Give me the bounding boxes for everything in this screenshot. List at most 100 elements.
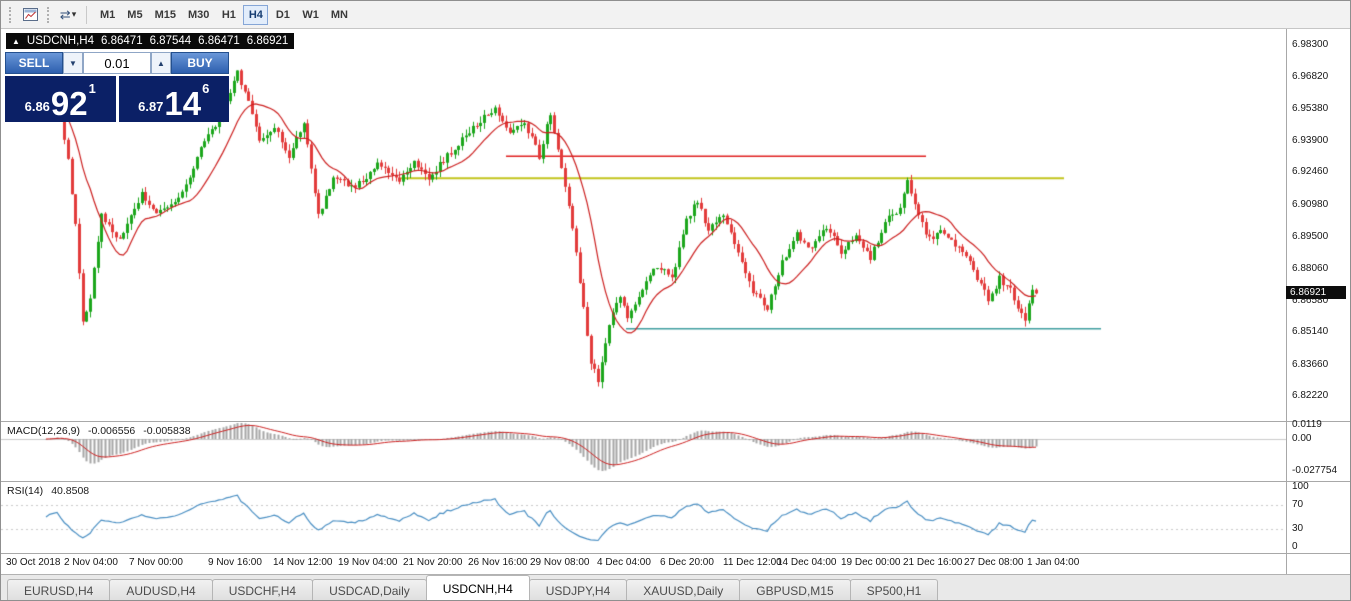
timeframe-button-m5[interactable]: M5 [127, 8, 143, 21]
price-axis-label: 6.88060 [1292, 262, 1329, 274]
buy-quote-button[interactable]: 6.87 14 6 [118, 76, 229, 122]
time-axis-label: 14 Dec 04:00 [777, 557, 837, 568]
macd-value: -0.006556 [87, 425, 136, 437]
rsi-name: RSI(14) [7, 485, 44, 497]
timeframe-button-mn[interactable]: MN [330, 8, 348, 21]
sell-button[interactable]: SELL [5, 52, 63, 74]
price-axis-label: 6.90980 [1292, 198, 1329, 210]
volume-spinner-down[interactable]: ▼ [63, 52, 83, 74]
macd-signal-value: -0.005838 [143, 425, 191, 437]
one-click-trading-panel: SELL ▼ ▲ BUY 6.86 92 1 6.87 14 6 [5, 52, 229, 122]
timeframe-button-h4[interactable]: H4 [243, 4, 269, 25]
time-axis-label: 27 Dec 08:00 [964, 557, 1024, 568]
chart-tab-eurusd-h4[interactable]: EURUSD,H4 [7, 579, 111, 600]
timeframe-button-d1[interactable]: D1 [275, 8, 290, 21]
macd-label: MACD(12,26,9) -0.006556 -0.005838 [7, 425, 191, 437]
cycle-symbols-dropdown[interactable]: ⇄ ▾ [57, 4, 79, 26]
price-axis-label: 6.82220 [1292, 390, 1329, 401]
timeframe-button-m15[interactable]: M15 [154, 8, 176, 21]
rsi-axis-label: 0 [1292, 541, 1298, 552]
buy-price-pips: 14 [164, 84, 202, 122]
time-axis-label: 4 Dec 04:00 [597, 557, 651, 568]
price-axis-label: 6.89500 [1292, 231, 1329, 243]
chart-tab-sp500-h1[interactable]: SP500,H1 [849, 579, 939, 600]
time-axis-label: 7 Nov 00:00 [129, 557, 183, 568]
dropdown-caret-icon: ▾ [71, 9, 77, 19]
timeframe-button-w1[interactable]: W1 [302, 8, 319, 21]
rsi-axis-label: 70 [1292, 499, 1304, 510]
symbol-period-label: USDCNH,H4 [26, 35, 95, 47]
top-toolbar: ⇄ ▾ M1 M5 M15 M30 H1 H4 D1 W1 MN [1, 1, 1350, 29]
price-axis-label: 6.98300 [1292, 39, 1329, 50]
buy-price-point: 6 [202, 81, 210, 96]
rsi-axis-label: 100 [1292, 481, 1309, 492]
buy-button[interactable]: BUY [171, 52, 229, 74]
macd-axis-label: 0.0119 [1292, 419, 1322, 431]
time-axis-label: 2 Nov 04:00 [64, 557, 118, 568]
chart-tabs-bar: EURUSD,H4 AUDUSD,H4 USDCHF,H4 USDCAD,Daily U… [1, 574, 1350, 600]
timeframe-button-m30[interactable]: M30 [187, 8, 210, 21]
buy-price-prefix: 6.87 [138, 99, 164, 114]
chart-ohlc-label: ▲ USDCNH,H4 6.86471 6.87544 6.86471 6.86… [6, 33, 295, 49]
sell-price-point: 1 [88, 81, 96, 96]
chart-tab-usdcad-daily[interactable]: USDCAD,Daily [312, 579, 427, 600]
ohlc-open: 6.86471 [101, 35, 143, 47]
macd-axis-label: 0.00 [1292, 433, 1312, 444]
ohlc-high: 6.87544 [149, 35, 192, 47]
timeframe-button-m1[interactable]: M1 [100, 8, 116, 21]
sell-price-prefix: 6.86 [24, 99, 50, 114]
volume-input[interactable] [84, 53, 150, 73]
toolbar-grip[interactable] [47, 6, 51, 23]
price-axis-border [1286, 29, 1287, 574]
time-axis-label: 11 Dec 12:00 [723, 557, 782, 568]
rsi-indicator-canvas[interactable] [1, 481, 1286, 553]
price-axis-label: 6.93900 [1292, 135, 1329, 147]
timeframe-button-group: M1 M5 M15 M30 H1 H4 D1 W1 MN [94, 4, 354, 25]
macd-name: MACD(12,26,9) [7, 425, 80, 437]
chart-window-icon[interactable] [19, 4, 41, 26]
time-axis-label: 26 Nov 16:00 [468, 557, 528, 568]
pane-divider-macd[interactable] [1, 421, 1350, 422]
time-axis[interactable]: 30 Oct 2018 2 Nov 04:00 7 Nov 00:00 9 Nov 1… [1, 553, 1286, 574]
volume-field-wrap [83, 52, 151, 74]
chart-tab-usdcnh-h4[interactable]: USDCNH,H4 [425, 575, 530, 600]
pane-divider-time-axis [1, 553, 1350, 554]
chart-tab-xauusd-daily[interactable]: XAUUSD,Daily [626, 579, 741, 600]
time-axis-label: 29 Nov 08:00 [530, 557, 590, 568]
current-price-badge: 6.86921 [1286, 286, 1346, 300]
time-axis-label: 19 Dec 00:00 [841, 557, 901, 568]
chart-tab-usdchf-h4[interactable]: USDCHF,H4 [211, 579, 314, 600]
chart-tab-usdjpy-h4[interactable]: USDJPY,H4 [528, 579, 628, 600]
price-axis-label: 6.96820 [1292, 71, 1329, 83]
macd-axis-label: -0.027754 [1292, 464, 1338, 476]
macd-indicator-canvas[interactable] [1, 421, 1286, 481]
price-axis-label: 6.92460 [1292, 166, 1329, 178]
price-axis-label: 6.83660 [1292, 358, 1329, 370]
time-axis-label: 21 Dec 16:00 [903, 557, 963, 568]
time-axis-label: 14 Nov 12:00 [273, 557, 333, 568]
toolbar-grip[interactable] [9, 6, 13, 23]
rsi-value: 40.8508 [51, 485, 90, 497]
time-axis-label: 9 Nov 16:00 [208, 557, 262, 568]
rsi-label: RSI(14) 40.8508 [7, 485, 89, 497]
volume-spinner-up[interactable]: ▲ [151, 52, 171, 74]
time-axis-label: 30 Oct 2018 [6, 557, 61, 568]
price-axis-label: 6.86580 [1292, 294, 1329, 306]
swap-arrows-icon: ⇄ [59, 7, 71, 22]
timeframe-button-h1[interactable]: H1 [221, 8, 236, 21]
chart-tab-audusd-h4[interactable]: AUDUSD,H4 [109, 579, 213, 600]
toolbar-separator [86, 5, 87, 24]
chart-window-icon-graphic [22, 8, 38, 21]
price-axis-label: 6.85140 [1292, 326, 1329, 338]
time-axis-label: 6 Dec 20:00 [660, 557, 714, 568]
time-axis-label: 1 Jan 04:00 [1027, 557, 1080, 568]
symbol-marker-icon: ▲ [12, 36, 20, 46]
ohlc-low: 6.86471 [198, 35, 240, 47]
price-axis-label: 6.95380 [1292, 102, 1329, 114]
sell-quote-button[interactable]: 6.86 92 1 [5, 76, 116, 122]
chart-tab-gbpusd-m15[interactable]: GBPUSD,M15 [739, 579, 851, 600]
sell-price-pips: 92 [50, 84, 88, 122]
chart-area[interactable]: ▲ USDCNH,H4 6.86471 6.87544 6.86471 6.86… [1, 29, 1350, 574]
pane-divider-rsi[interactable] [1, 481, 1350, 482]
